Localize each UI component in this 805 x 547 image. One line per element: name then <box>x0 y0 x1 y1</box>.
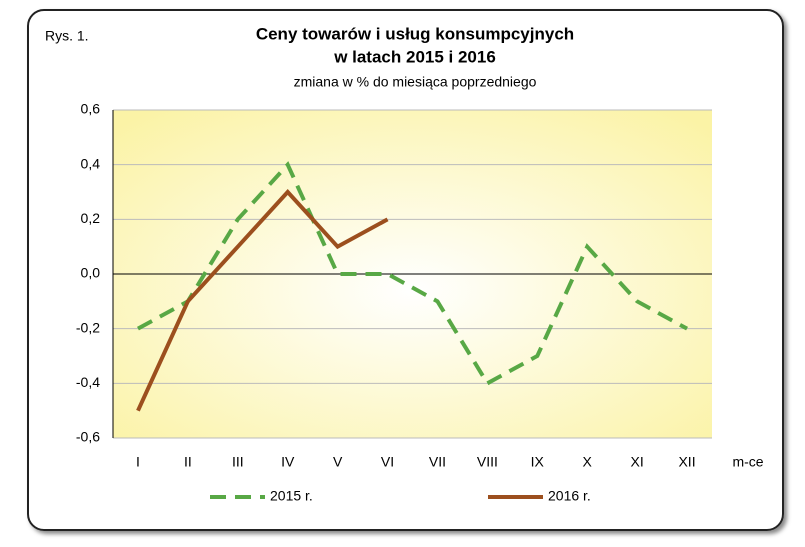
x-tick-label: V <box>333 454 343 470</box>
x-tick-label: I <box>136 454 140 470</box>
y-tick-label: -0,6 <box>76 429 100 445</box>
y-tick-label: -0,4 <box>76 374 100 390</box>
x-tick-label: XI <box>631 454 644 470</box>
x-tick-label: II <box>184 454 192 470</box>
x-tick-label: VIII <box>477 454 498 470</box>
x-tick-label: IX <box>531 454 545 470</box>
x-tick-label: X <box>583 454 593 470</box>
figure-label: Rys. 1. <box>45 28 89 44</box>
x-tick-label: XII <box>678 454 695 470</box>
x-tick-label: VII <box>429 454 446 470</box>
x-tick-label: IV <box>281 454 295 470</box>
y-tick-label: 0,0 <box>81 265 101 281</box>
y-tick-label: 0,4 <box>81 155 101 171</box>
legend-label: 2016 r. <box>548 488 591 504</box>
series-line <box>136 189 389 412</box>
y-tick-label: 0,2 <box>81 210 101 226</box>
chart-title: Ceny towarów i usług konsumpcyjnych <box>256 24 574 43</box>
chart-subtitle: zmiana w % do miesiąca poprzedniego <box>294 74 537 90</box>
y-tick-label: -0,2 <box>76 319 100 335</box>
chart-title-line2: w latach 2015 i 2016 <box>333 47 496 66</box>
x-tick-label: VI <box>381 454 394 470</box>
series-line <box>136 161 689 387</box>
x-tick-label: III <box>232 454 244 470</box>
x-axis-label: m-ce <box>732 454 763 470</box>
y-tick-label: 0,6 <box>81 101 101 117</box>
legend-label: 2015 r. <box>270 488 313 504</box>
